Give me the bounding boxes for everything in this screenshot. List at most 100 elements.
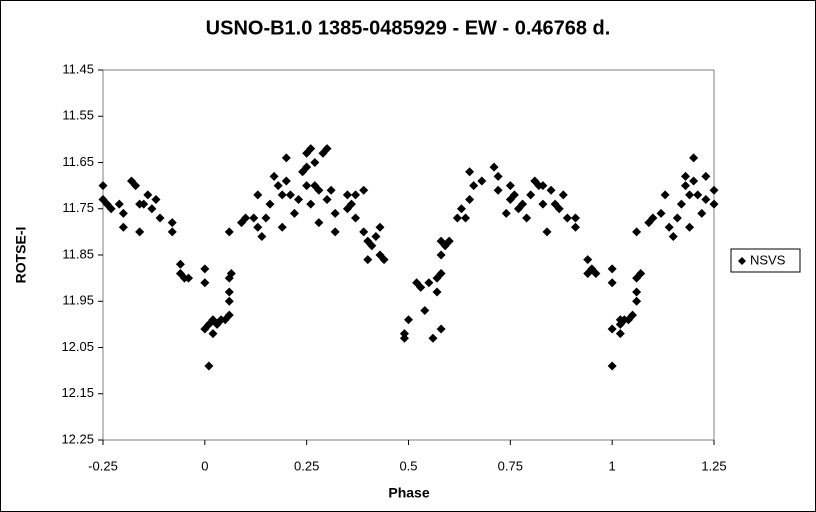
point (672, 213, 682, 223)
x-tick-label: 0.75 (498, 458, 523, 473)
y-axis-label: ROTSE-I (13, 227, 29, 284)
point (330, 208, 340, 218)
point (632, 287, 642, 297)
point (416, 282, 426, 292)
point (253, 190, 263, 200)
point (114, 199, 124, 209)
point (526, 190, 536, 200)
point (277, 190, 287, 200)
point (98, 181, 108, 191)
point (689, 153, 699, 163)
x-axis-label: Phase (388, 485, 429, 501)
x-tick-label: 0.25 (294, 458, 319, 473)
point (636, 269, 646, 278)
point (261, 213, 271, 223)
point (542, 227, 552, 237)
point (253, 222, 263, 232)
point (224, 310, 234, 320)
point (326, 185, 336, 195)
point (204, 361, 214, 371)
point (224, 227, 234, 237)
point (518, 199, 528, 209)
point (359, 185, 369, 195)
y-tick-label: 11.95 (62, 293, 94, 308)
point (538, 199, 548, 209)
point (456, 204, 466, 214)
point (167, 218, 177, 228)
point (143, 190, 153, 200)
point (465, 167, 475, 177)
point (676, 199, 686, 209)
point (363, 255, 373, 265)
point (306, 199, 316, 209)
x-tick-label: 1 (609, 458, 616, 473)
legend-marker (738, 257, 746, 265)
x-tick-label: 0.5 (399, 458, 417, 473)
y-tick-label: 11.85 (62, 246, 94, 261)
point (628, 310, 638, 320)
point (709, 199, 719, 209)
point (375, 222, 385, 232)
point (106, 204, 116, 214)
point (615, 329, 625, 339)
point (709, 185, 719, 195)
point (249, 213, 259, 223)
point (632, 227, 642, 237)
y-tick-label: 11.45 (62, 61, 94, 76)
point (493, 185, 503, 195)
point (607, 278, 617, 288)
point (314, 185, 324, 195)
point (562, 213, 572, 223)
point (648, 213, 658, 223)
point (680, 181, 690, 191)
point (554, 204, 564, 214)
point (269, 171, 279, 181)
point (501, 208, 511, 218)
point (546, 185, 556, 195)
point (591, 269, 601, 278)
point (351, 213, 361, 223)
point (436, 269, 446, 278)
point (680, 171, 690, 181)
point (689, 176, 699, 186)
point (509, 190, 519, 200)
y-tick-label: 12.25 (61, 431, 94, 446)
point (208, 329, 218, 339)
point (241, 213, 251, 223)
point (538, 181, 548, 191)
point (522, 213, 532, 223)
point (697, 208, 707, 218)
point (607, 361, 617, 371)
point (436, 250, 446, 260)
point (224, 287, 234, 297)
point (139, 199, 149, 209)
point (505, 181, 515, 191)
x-tick-label: 0 (201, 458, 208, 473)
point (131, 181, 141, 191)
y-tick-label: 11.65 (62, 154, 94, 169)
point (469, 181, 479, 191)
point (200, 264, 210, 274)
point (322, 195, 332, 204)
point (701, 171, 711, 181)
point (281, 153, 291, 163)
y-tick-label: 11.55 (62, 108, 94, 123)
point (184, 273, 194, 283)
point (273, 181, 283, 191)
point (224, 296, 234, 306)
point (175, 259, 185, 269)
point (664, 222, 674, 232)
y-tick-label: 12.15 (61, 385, 94, 400)
point (118, 208, 128, 218)
point (135, 227, 145, 237)
point (399, 329, 409, 339)
point (436, 324, 446, 334)
point (660, 190, 670, 200)
legend-label: NSVS (750, 252, 786, 267)
point (452, 213, 462, 223)
y-tick-label: 12.05 (61, 339, 94, 354)
point (668, 232, 678, 241)
point (359, 227, 369, 237)
